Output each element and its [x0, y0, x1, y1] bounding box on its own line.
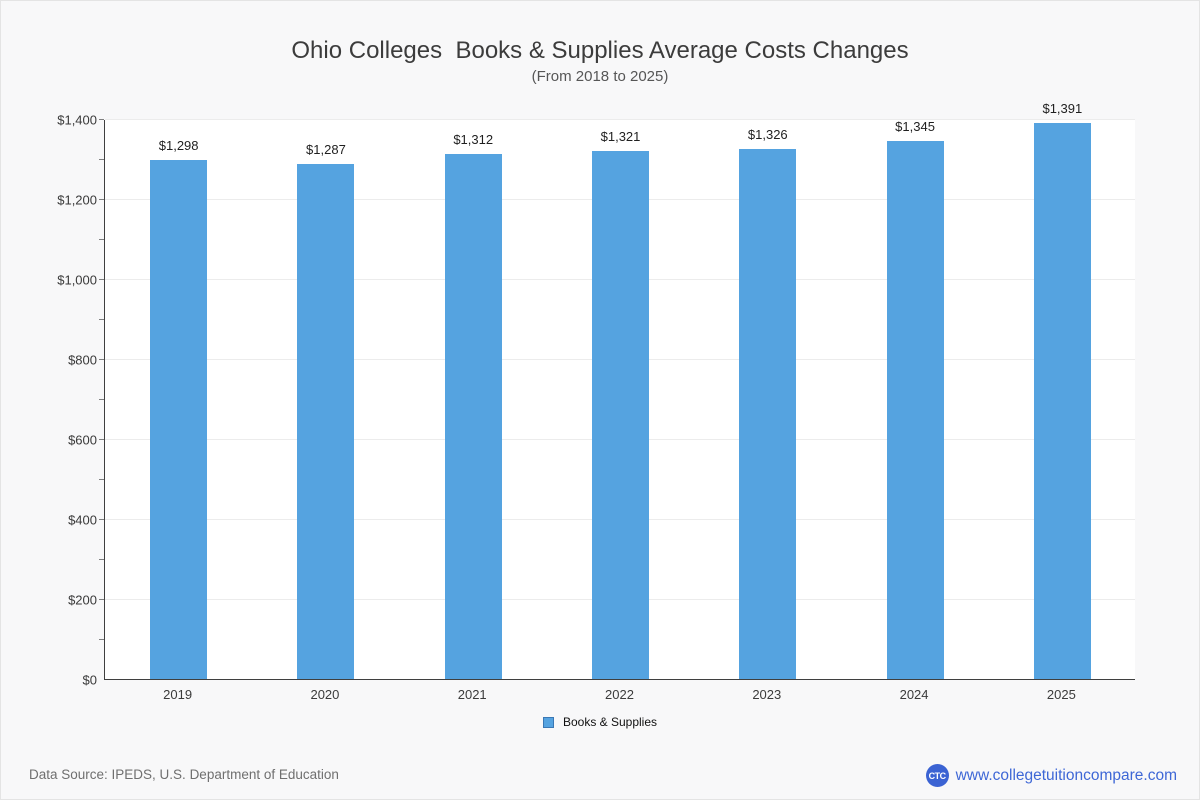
x-axis-label: 2022	[605, 687, 634, 702]
y-axis-label: $1,400	[57, 112, 97, 128]
bar-value-label: $1,298	[158, 137, 199, 153]
axis-tick	[99, 519, 104, 520]
axis-tick	[99, 199, 104, 200]
x-axis-label: 2019	[163, 687, 193, 702]
x-axis-labels: 2019 2020 2021 2022 2023 2024 2025	[1, 687, 1199, 707]
x-axis-label: 2020	[310, 687, 340, 702]
y-axis-label: $400	[68, 512, 97, 528]
bar-value-label: $1,287	[306, 142, 346, 158]
x-axis-label: 2021	[457, 687, 487, 702]
bar-value-label: $1,345	[895, 119, 935, 134]
y-axis-labels: $0 $200 $400 $600 $800 $1,000 $1,200 $1,400	[1, 113, 97, 688]
bar-value-label: $1,321	[600, 128, 641, 144]
axis-tick	[99, 439, 104, 440]
bar	[150, 159, 208, 679]
chart-region: $0 $200 $400 $600 $800 $1,000 $1,200 $1,400 $1,…	[1, 101, 1199, 688]
y-axis-label: $0	[82, 672, 97, 688]
legend-swatch-icon	[542, 716, 554, 728]
y-axis-label: $600	[68, 432, 97, 448]
axis-tick	[99, 159, 104, 160]
site-link[interactable]: CTC www.collegetuitioncompare.com	[925, 764, 1177, 787]
bar-value-label: $1,312	[453, 132, 494, 148]
bar-value-label: $1,326	[747, 126, 788, 142]
y-axis-label: $200	[68, 592, 97, 608]
x-axis-label: 2024	[899, 687, 929, 702]
legend: Books & Supplies	[1, 715, 1199, 729]
axis-tick	[99, 279, 104, 280]
chart-title: Ohio Colleges Books & Supplies Average C…	[291, 37, 909, 64]
bar	[886, 141, 944, 679]
x-axis-label: 2023	[752, 687, 782, 702]
axis-tick	[99, 599, 104, 600]
bar	[592, 150, 649, 679]
bar-value-label: $1,391	[1042, 100, 1083, 116]
chart-subtitle: (From 2018 to 2025)	[531, 68, 669, 85]
bar	[1033, 122, 1091, 679]
axis-tick	[99, 359, 104, 360]
grid-line	[105, 119, 1135, 120]
y-axis-label: $800	[68, 352, 97, 368]
ctc-logo-icon: CTC	[925, 764, 949, 787]
site-url[interactable]: www.collegetuitioncompare.com	[955, 766, 1177, 784]
legend-label: Books & Supplies	[562, 715, 658, 729]
y-axis-ticks	[1, 119, 104, 680]
axis-tick	[99, 559, 104, 560]
plot-area: $1,298 $1,287 $1,312 $1,321 $1,326 $1,345 $1,3…	[104, 101, 1135, 680]
axis-tick	[99, 319, 104, 320]
axis-tick	[99, 639, 104, 640]
axis-tick	[99, 399, 104, 400]
y-axis-label: $1,000	[57, 272, 97, 288]
y-axis-label: $1,200	[57, 192, 97, 208]
data-source-text: Data Source: IPEDS, U.S. Department of E…	[29, 767, 339, 782]
axis-tick	[99, 479, 104, 480]
bar	[444, 154, 502, 679]
bar	[739, 148, 797, 679]
x-axis-label: 2025	[1046, 687, 1076, 702]
bar	[297, 164, 355, 679]
axis-tick	[99, 119, 104, 120]
axis-tick	[99, 239, 104, 240]
